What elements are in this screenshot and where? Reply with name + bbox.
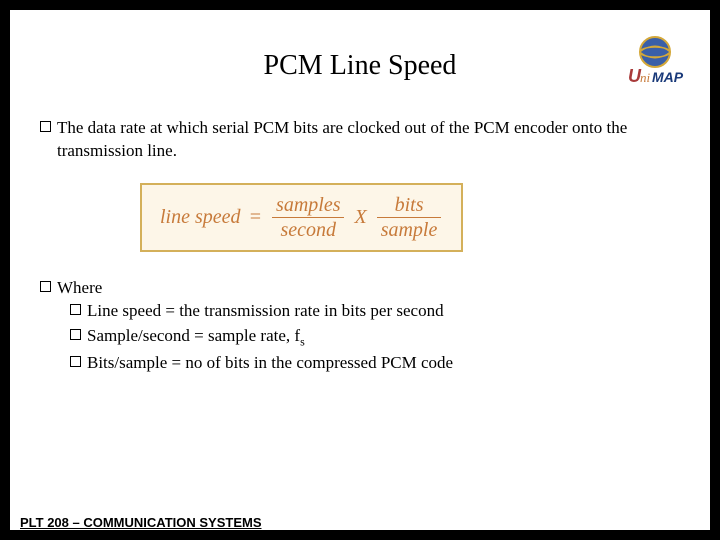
fraction-1: samples second xyxy=(272,193,344,243)
sub-bullet-text: Line speed = the transmission rate in bi… xyxy=(87,300,444,323)
sub-bullet-text: Bits/sample = no of bits in the compress… xyxy=(87,352,453,375)
svg-text:MAP: MAP xyxy=(652,69,684,85)
subscript: s xyxy=(300,335,305,349)
sub-bullet-item: Line speed = the transmission rate in bi… xyxy=(70,300,680,323)
numerator: bits xyxy=(391,193,428,217)
denominator: second xyxy=(276,218,340,242)
slide-title: PCM Line Speed xyxy=(40,50,680,82)
sub2-text: Sample/second = sample rate, f xyxy=(87,326,300,345)
where-label: Where xyxy=(57,277,102,300)
sub-bullet-list: Line speed = the transmission rate in bi… xyxy=(70,300,680,374)
checkbox-icon xyxy=(40,281,51,292)
formula-box: line speed = samples second X bits sampl… xyxy=(140,183,463,253)
numerator: samples xyxy=(272,193,344,217)
bullet-item: Where xyxy=(40,277,680,300)
times-sign: X xyxy=(354,206,366,229)
denominator: sample xyxy=(377,218,442,242)
fraction-2: bits sample xyxy=(377,193,442,243)
sub-bullet-item: Bits/sample = no of bits in the compress… xyxy=(70,352,680,375)
footer-text: PLT 208 – COMMUNICATION SYSTEMS xyxy=(20,515,262,530)
equals-sign: = xyxy=(249,206,263,229)
bullet-text: The data rate at which serial PCM bits a… xyxy=(57,117,680,163)
formula-lhs: line speed xyxy=(160,206,241,229)
slide: U ni MAP PCM Line Speed The data rate at… xyxy=(10,10,710,530)
svg-text:ni: ni xyxy=(640,70,651,85)
unimap-logo: U ni MAP xyxy=(620,30,690,90)
sub-bullet-item: Sample/second = sample rate, fs xyxy=(70,325,680,350)
bullet-item: The data rate at which serial PCM bits a… xyxy=(40,117,680,163)
checkbox-icon xyxy=(40,121,51,132)
checkbox-icon xyxy=(70,304,81,315)
formula: line speed = samples second X bits sampl… xyxy=(156,193,447,243)
checkbox-icon xyxy=(70,356,81,367)
sub-bullet-text: Sample/second = sample rate, fs xyxy=(87,325,305,350)
checkbox-icon xyxy=(70,329,81,340)
